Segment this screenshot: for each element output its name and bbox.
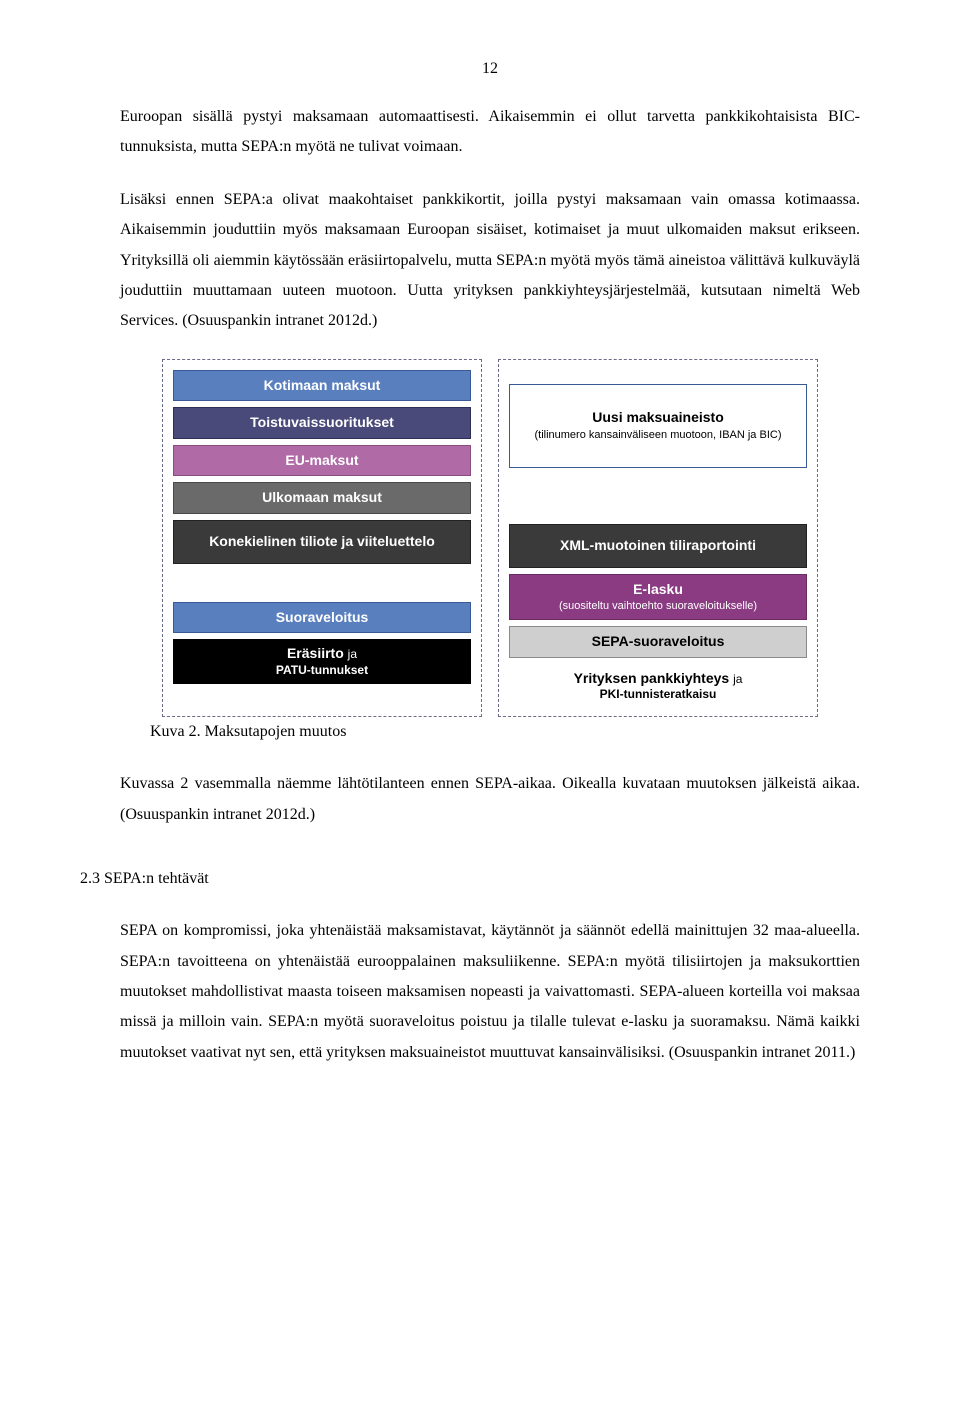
diagram-box: Ulkomaan maksut xyxy=(173,482,471,514)
diagram-box: Toistuvaissuoritukset xyxy=(173,407,471,439)
section-2-3-title: 2.3 SEPA:n tehtävät xyxy=(80,870,860,888)
figure-caption: Kuva 2. Maksutapojen muutos xyxy=(150,723,860,741)
paragraph-2: Lisäksi ennen SEPA:a olivat maakohtaiset… xyxy=(120,185,860,337)
diagram-box: SEPA-suoraveloitus xyxy=(509,626,807,658)
page-number: 12 xyxy=(120,60,860,78)
paragraph-1: Euroopan sisällä pystyi maksamaan automa… xyxy=(120,102,860,163)
diagram-box: EU-maksut xyxy=(173,445,471,477)
paragraph-3: Kuvassa 2 vasemmalla näemme lähtötilante… xyxy=(120,769,860,830)
paragraph-4: SEPA on kompromissi, joka yhtenäistää ma… xyxy=(120,916,860,1068)
diagram-box: E-lasku(suositeltu vaihtoehto suoraveloi… xyxy=(509,574,807,621)
diagram-box: Kotimaan maksut xyxy=(173,370,471,402)
diagram-box: Yrityksen pankkiyhteys jaPKI-tunnisterat… xyxy=(509,664,807,709)
diagram-box: Konekielinen tiliote ja viiteluettelo xyxy=(173,520,471,564)
diagram-left-panel: Kotimaan maksut Toistuvaissuoritukset EU-m… xyxy=(162,359,482,718)
diagram-right-panel: Uusi maksuaineisto(tilinumero kansainväl… xyxy=(498,359,818,718)
figure-2: Kotimaan maksut Toistuvaissuoritukset EU-m… xyxy=(120,359,860,742)
diagram-box: Uusi maksuaineisto(tilinumero kansainväl… xyxy=(509,384,807,468)
diagram-box: Suoraveloitus xyxy=(173,602,471,634)
diagram-box: XML-muotoinen tiliraportointi xyxy=(509,524,807,568)
diagram-box: Eräsiirto jaPATU-tunnukset xyxy=(173,639,471,684)
